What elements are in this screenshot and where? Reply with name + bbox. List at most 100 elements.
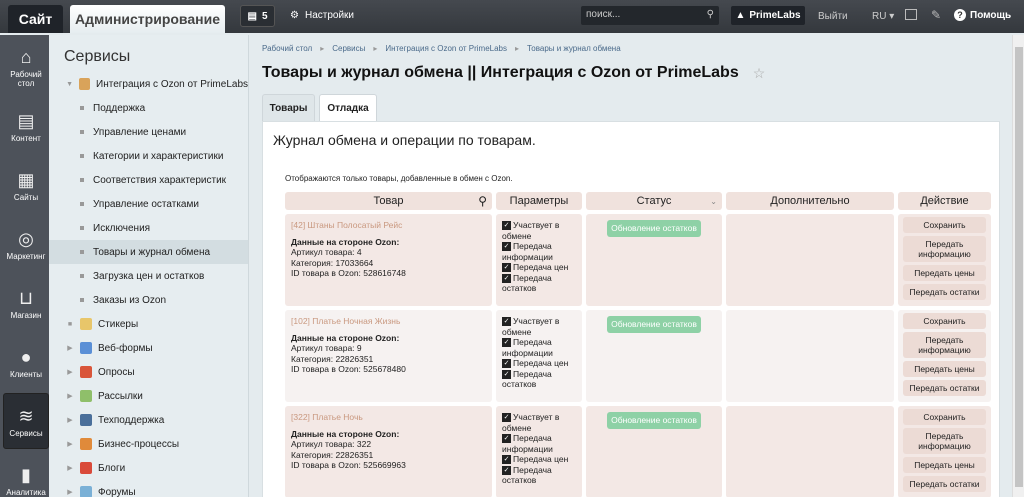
sidebar-item[interactable]: ▶ Бизнес-процессы — [49, 432, 248, 456]
checkbox-checked-icon[interactable]: ✓ — [502, 242, 511, 252]
sidebar-item[interactable]: ▶ Опросы — [49, 360, 248, 384]
param-checkbox[interactable]: ✓ Участвует в обмене — [502, 316, 576, 337]
sidebar-item[interactable]: Соответствия характеристик — [49, 168, 248, 192]
search-icon[interactable]: ⚲ — [706, 9, 714, 20]
nav-item[interactable]: ⌂ Рабочий стол — [3, 39, 49, 95]
expand-arrow-icon[interactable]: ▶ — [67, 489, 73, 496]
param-checkbox[interactable]: ✓ Передача информации — [502, 241, 576, 262]
sidebar-item[interactable]: ▶ Блоги — [49, 456, 248, 480]
search-icon[interactable]: ⚲ — [478, 194, 487, 208]
pin-icon[interactable]: ✎ — [931, 8, 942, 22]
sidebar-item[interactable]: ■ Стикеры — [49, 312, 248, 336]
expand-arrow-icon[interactable]: ▶ — [67, 393, 73, 400]
nav-item[interactable]: ⊔ Магазин — [3, 275, 49, 331]
checkbox-checked-icon[interactable]: ✓ — [502, 465, 511, 475]
breadcrumb-item[interactable]: Рабочий стол — [262, 44, 313, 53]
sidebar-item[interactable]: ▶ Форумы — [49, 480, 248, 497]
sidebar-item[interactable]: ▶ Веб-формы — [49, 336, 248, 360]
checkbox-checked-icon[interactable]: ✓ — [502, 434, 511, 444]
param-checkbox[interactable]: ✓ Передача информации — [502, 433, 576, 454]
admin-tab[interactable]: Администрирование — [70, 5, 225, 33]
action-button[interactable]: Сохранить — [903, 313, 986, 329]
action-button[interactable]: Сохранить — [903, 409, 986, 425]
param-checkbox[interactable]: ✓ Передача цен — [502, 262, 576, 273]
param-checkbox[interactable]: ✓ Участвует в обмене — [502, 412, 576, 433]
checkbox-checked-icon[interactable]: ✓ — [502, 221, 511, 231]
sidebar-item[interactable]: Исключения — [49, 216, 248, 240]
param-checkbox[interactable]: ✓ Передача остатков — [502, 273, 576, 294]
settings-button[interactable]: ⚙ Настройки — [290, 10, 354, 21]
expand-arrow-icon[interactable]: ▶ — [67, 345, 73, 352]
logout-link[interactable]: Выйти — [818, 11, 848, 22]
sidebar-item[interactable]: ▶ Техподдержка — [49, 408, 248, 432]
checkbox-checked-icon[interactable]: ✓ — [502, 263, 511, 273]
header-status[interactable]: Статус ⌄ — [586, 192, 722, 210]
action-button[interactable]: Сохранить — [903, 217, 986, 233]
expand-arrow-icon[interactable]: ▶ — [67, 465, 73, 472]
extra-cell — [726, 214, 894, 306]
nav-item[interactable]: ▦ Сайты — [3, 157, 49, 213]
chevron-down-icon[interactable]: ⌄ — [710, 196, 717, 206]
language-select[interactable]: RU ▾ — [872, 11, 894, 22]
param-checkbox[interactable]: ✓ Передача остатков — [502, 465, 576, 486]
breadcrumb-item[interactable]: Интеграция с Ozon от PrimeLabs — [385, 44, 507, 53]
action-button[interactable]: Передать информацию — [903, 428, 986, 454]
action-button[interactable]: Передать остатки — [903, 284, 986, 300]
checkbox-checked-icon[interactable]: ✓ — [502, 338, 511, 348]
param-checkbox[interactable]: ✓ Передача информации — [502, 337, 576, 358]
sidebar-item[interactable]: Управление остатками — [49, 192, 248, 216]
sidebar-item[interactable]: Заказы из Ozon — [49, 288, 248, 312]
sidebar-item[interactable]: ▼ Интеграция с Ozon от PrimeLabs — [49, 72, 248, 96]
breadcrumb-item[interactable]: Сервисы — [332, 44, 366, 53]
sidebar-item-label: Опросы — [98, 366, 135, 378]
product-link[interactable]: [102] Платье Ночная Жизнь — [291, 316, 401, 326]
checkbox-checked-icon[interactable]: ✓ — [502, 317, 511, 327]
product-link[interactable]: [42] Штаны Полосатый Рейс — [291, 220, 403, 230]
checkbox-checked-icon[interactable]: ✓ — [502, 273, 511, 283]
search-input[interactable]: поиск... ⚲ — [581, 6, 719, 25]
sidebar-item[interactable]: Поддержка — [49, 96, 248, 120]
action-button[interactable]: Передать цены — [903, 361, 986, 377]
site-tab[interactable]: Сайт — [8, 5, 63, 33]
panel-toggle-icon[interactable] — [905, 9, 917, 20]
action-button[interactable]: Передать информацию — [903, 332, 986, 358]
action-button[interactable]: Передать остатки — [903, 380, 986, 396]
nav-item[interactable]: ▮ Аналитика — [3, 452, 49, 497]
param-checkbox[interactable]: ✓ Передача остатков — [502, 369, 576, 390]
sidebar-item[interactable]: Категории и характеристики — [49, 144, 248, 168]
sidebar-item[interactable]: Загрузка цен и остатков — [49, 264, 248, 288]
help-button[interactable]: ? Помощь — [954, 9, 1011, 21]
checkbox-checked-icon[interactable]: ✓ — [502, 369, 511, 379]
expand-arrow-icon[interactable]: ▶ — [67, 417, 73, 424]
scrollbar[interactable] — [1012, 35, 1024, 497]
sidebar-item[interactable]: ▶ Рассылки — [49, 384, 248, 408]
param-checkbox[interactable]: ✓ Передача цен — [502, 358, 576, 369]
product-link[interactable]: [322] Платье Ночь — [291, 412, 363, 422]
param-checkbox[interactable]: ✓ Участвует в обмене — [502, 220, 576, 241]
nav-item[interactable]: ≋ Сервисы — [3, 393, 49, 449]
breadcrumb-item[interactable]: Товары и журнал обмена — [527, 44, 621, 53]
nav-item[interactable]: ▤ Контент — [3, 98, 49, 154]
star-icon[interactable]: ☆ — [752, 64, 766, 81]
expand-arrow-icon[interactable]: ▶ — [67, 369, 73, 376]
tab-debug[interactable]: Отладка — [319, 94, 377, 121]
expand-arrow-icon[interactable]: ▼ — [66, 80, 74, 88]
action-button[interactable]: Передать информацию — [903, 236, 986, 262]
nav-item[interactable]: ◎ Маркетинг — [3, 216, 49, 272]
action-button[interactable]: Передать цены — [903, 265, 986, 281]
user-button[interactable]: ▲ PrimeLabs — [731, 6, 805, 25]
expand-arrow-icon[interactable]: ▶ — [67, 441, 73, 448]
notifications-button[interactable]: ▤ 5 — [240, 5, 275, 27]
action-button[interactable]: Передать остатки — [903, 476, 986, 492]
checkbox-checked-icon[interactable]: ✓ — [502, 455, 511, 465]
nav-item[interactable]: ● Клиенты — [3, 334, 49, 390]
checkbox-checked-icon[interactable]: ✓ — [502, 413, 511, 423]
checkbox-checked-icon[interactable]: ✓ — [502, 359, 511, 369]
action-button[interactable]: Передать цены — [903, 457, 986, 473]
param-checkbox[interactable]: ✓ Передача цен — [502, 454, 576, 465]
sidebar-item[interactable]: Управление ценами — [49, 120, 248, 144]
sidebar-item[interactable]: Товары и журнал обмена — [49, 240, 248, 264]
tab-products[interactable]: Товары — [262, 94, 315, 121]
bullet-icon[interactable]: ■ — [67, 320, 73, 328]
scrollbar-thumb[interactable] — [1015, 47, 1023, 487]
